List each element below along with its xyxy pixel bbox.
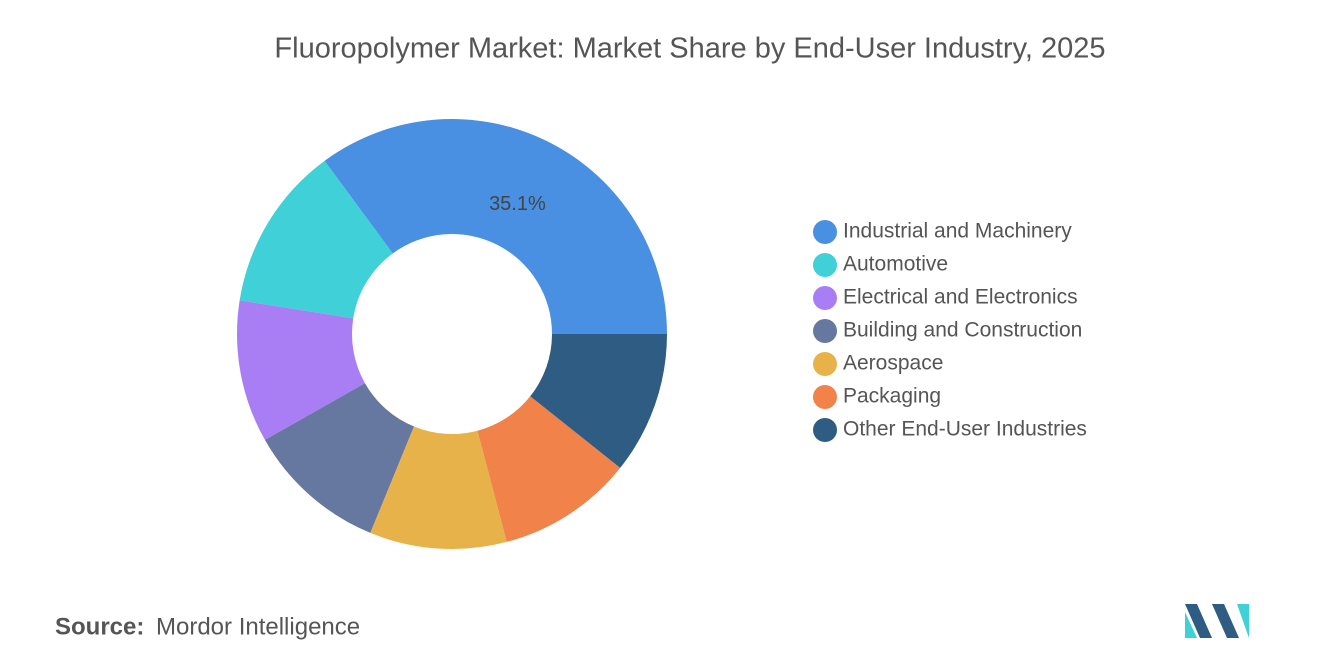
chart-title: Fluoropolymer Market: Market Share by En… xyxy=(274,33,1105,65)
legend-marker xyxy=(813,352,837,376)
legend-label: Industrial and Machinery xyxy=(843,220,1072,243)
donut-slice xyxy=(477,396,621,542)
legend-label: Automotive xyxy=(843,253,948,276)
value-label: 35.1% xyxy=(489,193,546,215)
legend-marker xyxy=(813,253,837,277)
legend-marker xyxy=(813,319,837,343)
donut-slice xyxy=(236,300,365,440)
legend-marker xyxy=(813,418,837,442)
donut-slice xyxy=(324,119,667,334)
logo-shape xyxy=(1212,604,1239,638)
legend-label: Other End-User Industries xyxy=(843,418,1087,441)
donut-slice xyxy=(370,426,507,550)
legend-marker xyxy=(813,385,837,409)
logo xyxy=(1185,604,1249,638)
source: Mordor Intelligence xyxy=(156,613,360,640)
logo-shape xyxy=(1237,604,1249,638)
legend-label: Electrical and Electronics xyxy=(843,286,1078,309)
legend-label: Aerospace xyxy=(843,352,943,375)
logo-shape xyxy=(1185,604,1212,638)
legend-label: Building and Construction xyxy=(843,319,1082,342)
legend-marker xyxy=(813,286,837,310)
source-label: Source: xyxy=(55,613,144,640)
legend-marker xyxy=(813,220,837,244)
legend-label: Packaging xyxy=(843,385,941,408)
donut-slice xyxy=(264,383,415,533)
donut-slice xyxy=(239,160,393,319)
donut-slice xyxy=(530,334,667,468)
logo-shape xyxy=(1185,612,1197,638)
